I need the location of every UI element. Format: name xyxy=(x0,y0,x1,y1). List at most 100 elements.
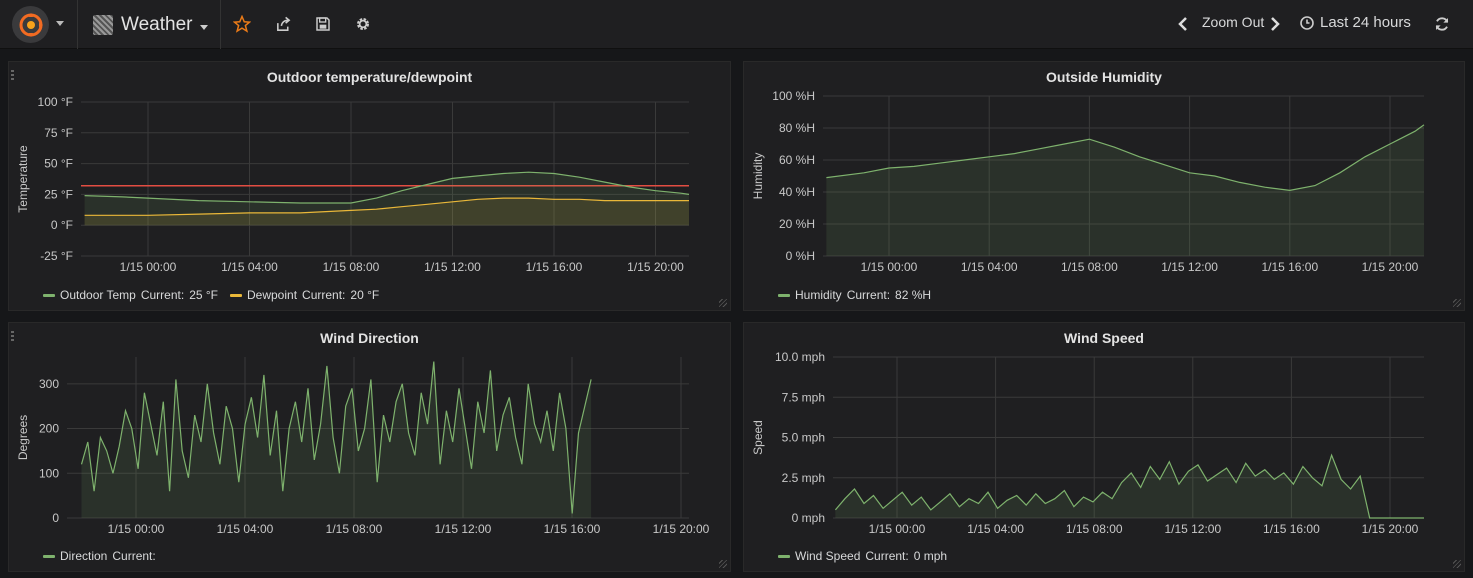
series-area-direction xyxy=(81,361,592,518)
legend-swatch xyxy=(43,293,55,297)
y-tick-label: 0 xyxy=(52,511,59,525)
x-tick-label: 1/15 12:00 xyxy=(1164,522,1221,536)
x-tick-label: 1/15 00:00 xyxy=(108,522,165,536)
series-area-humidity xyxy=(826,124,1424,256)
legend-item-wind-speed[interactable]: Wind Speed Current: 0 mph xyxy=(778,549,947,563)
dashboard-grid-icon xyxy=(93,15,113,35)
legend-swatch xyxy=(778,293,790,297)
temperature-chart: 100 °F 75 °F 50 °F 25 °F 0 °F -25 °F 1/15 00:0… xyxy=(16,95,690,274)
y-tick-label: 200 xyxy=(39,422,59,436)
navbar-divider xyxy=(77,0,78,49)
legend-series-name: Wind Speed xyxy=(795,549,861,563)
legend-current-label: Current: xyxy=(865,549,909,563)
y-tick-label: 60 %H xyxy=(779,153,815,167)
x-tick-label: 1/15 20:00 xyxy=(653,522,710,536)
legend-series-name: Direction xyxy=(60,549,108,563)
chevron-left-icon[interactable] xyxy=(1172,13,1194,35)
panel-wind-speed[interactable]: Wind Speed 10.0 mph 7.5 mph 5.0 mph 2.5 mph… xyxy=(743,322,1465,572)
panel-drag-handle[interactable] xyxy=(11,331,14,343)
panel-resize-handle[interactable] xyxy=(1453,299,1461,307)
legend-item-dewpoint[interactable]: Dewpoint Current: 20 °F xyxy=(230,288,379,302)
panel-outside-humidity[interactable]: Outside Humidity 100 %H 80 %H 60 %H 40 %H 20… xyxy=(743,61,1465,311)
y-tick-label: 25 °F xyxy=(44,187,73,201)
series-line-humidity xyxy=(826,124,1425,192)
legend-swatch xyxy=(230,293,242,297)
panel-title[interactable]: Wind Speed xyxy=(1064,330,1144,346)
x-tick-label: 1/15 08:00 xyxy=(326,522,383,536)
y-tick-label: 100 %H xyxy=(772,89,815,103)
panel-legend: Humidity Current: 82 %H xyxy=(778,288,931,302)
panel-legend: Outdoor Temp Current: 25 °F Dewpoint Cur… xyxy=(43,288,379,302)
legend-current-value: 20 °F xyxy=(350,288,380,302)
refresh-icon[interactable] xyxy=(1431,13,1453,35)
gear-icon[interactable] xyxy=(352,13,374,35)
panel-resize-handle[interactable] xyxy=(1453,560,1461,568)
y-tick-label: 10.0 mph xyxy=(775,350,825,364)
panel-title[interactable]: Outdoor temperature/dewpoint xyxy=(266,69,473,85)
legend-series-name: Humidity xyxy=(795,288,842,302)
y-tick-label: 40 %H xyxy=(779,185,815,199)
y-tick-label: 80 %H xyxy=(779,121,815,135)
x-tick-label: 1/15 12:00 xyxy=(1161,260,1218,274)
y-tick-label: 7.5 mph xyxy=(782,390,825,404)
y-tick-label: 2.5 mph xyxy=(782,471,825,485)
wind-direction-chart: 300 200 100 0 1/15 00:00 1/15 04:00 1/15 08:00… xyxy=(16,357,710,536)
x-tick-label: 1/15 20:00 xyxy=(1362,522,1419,536)
x-tick-label: 1/15 08:00 xyxy=(323,260,380,274)
series-line-wind-speed xyxy=(834,453,1424,519)
y-axis-label: Degrees xyxy=(16,415,30,460)
y-tick-label: 0 %H xyxy=(786,249,815,263)
panel-drag-handle[interactable] xyxy=(11,70,14,82)
x-tick-label: 1/15 04:00 xyxy=(221,260,278,274)
dashboard-title: Weather xyxy=(121,14,193,35)
x-tick-label: 1/15 12:00 xyxy=(424,260,481,274)
x-tick-label: 1/15 16:00 xyxy=(526,260,583,274)
legend-current-label: Current: xyxy=(140,288,185,302)
x-tick-label: 1/15 04:00 xyxy=(961,260,1018,274)
time-range-picker[interactable]: Last 24 hours xyxy=(1300,14,1411,31)
series-line-direction xyxy=(80,361,592,514)
zoom-out-button[interactable]: Zoom Out xyxy=(1202,14,1265,30)
x-tick-label: 1/15 16:00 xyxy=(1263,522,1320,536)
legend-current-value: 82 %H xyxy=(895,288,932,302)
x-tick-label: 1/15 08:00 xyxy=(1066,522,1123,536)
legend-item-outdoor-temp[interactable]: Outdoor Temp Current: 25 °F xyxy=(43,288,218,302)
grafana-logo-icon[interactable] xyxy=(12,6,49,43)
x-tick-label: 1/15 20:00 xyxy=(1362,260,1419,274)
x-tick-label: 1/15 08:00 xyxy=(1061,260,1118,274)
panel-resize-handle[interactable] xyxy=(719,299,727,307)
legend-series-name: Outdoor Temp xyxy=(60,288,136,302)
panel-resize-handle[interactable] xyxy=(719,560,727,568)
dashboard-title-button[interactable]: Weather xyxy=(93,12,209,38)
share-icon[interactable] xyxy=(272,13,294,35)
y-tick-label: 5.0 mph xyxy=(782,431,825,445)
logo-menu-caret-icon[interactable] xyxy=(56,21,64,26)
legend-item-humidity[interactable]: Humidity Current: 82 %H xyxy=(778,288,931,302)
panel-legend: Wind Speed Current: 0 mph xyxy=(778,549,947,563)
panel-wind-direction[interactable]: Wind Direction 300 200 100 0 1/15 00:00 1/15 … xyxy=(8,322,731,572)
star-icon[interactable] xyxy=(231,13,253,35)
time-range-label: Last 24 hours xyxy=(1320,14,1411,31)
legend-item-direction[interactable]: Direction Current: xyxy=(43,549,161,563)
legend-current-value: 25 °F xyxy=(189,288,218,302)
chevron-right-icon[interactable] xyxy=(1264,13,1286,35)
y-tick-label: 0 mph xyxy=(792,511,825,525)
y-tick-label: 100 °F xyxy=(38,95,73,109)
chevron-down-icon xyxy=(200,24,209,30)
series-area-dewpoint xyxy=(84,198,690,226)
y-tick-label: 75 °F xyxy=(44,126,73,140)
panel-title[interactable]: Outside Humidity xyxy=(1046,69,1162,85)
x-tick-label: 1/15 16:00 xyxy=(544,522,601,536)
legend-current-label: Current: xyxy=(112,549,156,563)
wind-speed-chart: 10.0 mph 7.5 mph 5.0 mph 2.5 mph 0 mph 1/15 0… xyxy=(751,350,1424,536)
series-line-outdoor-temp xyxy=(84,171,690,204)
top-navbar: Weather Zoom Out Last 24 hours xyxy=(0,0,1473,49)
panel-outdoor-temperature[interactable]: Outdoor temperature/dewpoint 100 °F 75 °F… xyxy=(8,61,731,311)
legend-current-label: Current: xyxy=(846,288,891,302)
y-tick-label: 20 %H xyxy=(779,217,815,231)
save-icon[interactable] xyxy=(312,13,334,35)
y-tick-label: 300 xyxy=(39,377,59,391)
panel-title[interactable]: Wind Direction xyxy=(320,330,419,346)
y-axis-label: Temperature xyxy=(16,145,30,213)
humidity-chart: 100 %H 80 %H 60 %H 40 %H 20 %H 0 %H 1/15 00:00… xyxy=(751,89,1425,274)
